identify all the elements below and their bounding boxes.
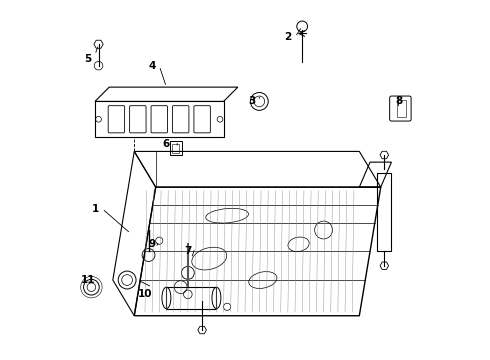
Text: 6: 6 bbox=[163, 139, 170, 149]
Polygon shape bbox=[380, 262, 389, 269]
Text: 10: 10 bbox=[138, 289, 152, 299]
Text: 11: 11 bbox=[80, 275, 95, 285]
Text: 5: 5 bbox=[84, 54, 92, 64]
Polygon shape bbox=[380, 151, 389, 159]
Text: 7: 7 bbox=[184, 247, 192, 256]
Text: 1: 1 bbox=[91, 203, 98, 213]
Text: 8: 8 bbox=[395, 96, 402, 107]
Text: 4: 4 bbox=[148, 61, 156, 71]
Text: 2: 2 bbox=[284, 32, 292, 42]
Text: 3: 3 bbox=[248, 96, 256, 107]
Circle shape bbox=[297, 21, 308, 32]
Text: 9: 9 bbox=[148, 239, 156, 249]
Polygon shape bbox=[94, 40, 103, 48]
Bar bbox=[397, 100, 406, 117]
Polygon shape bbox=[198, 326, 206, 334]
Bar bbox=[172, 144, 179, 153]
Bar bbox=[170, 141, 182, 155]
